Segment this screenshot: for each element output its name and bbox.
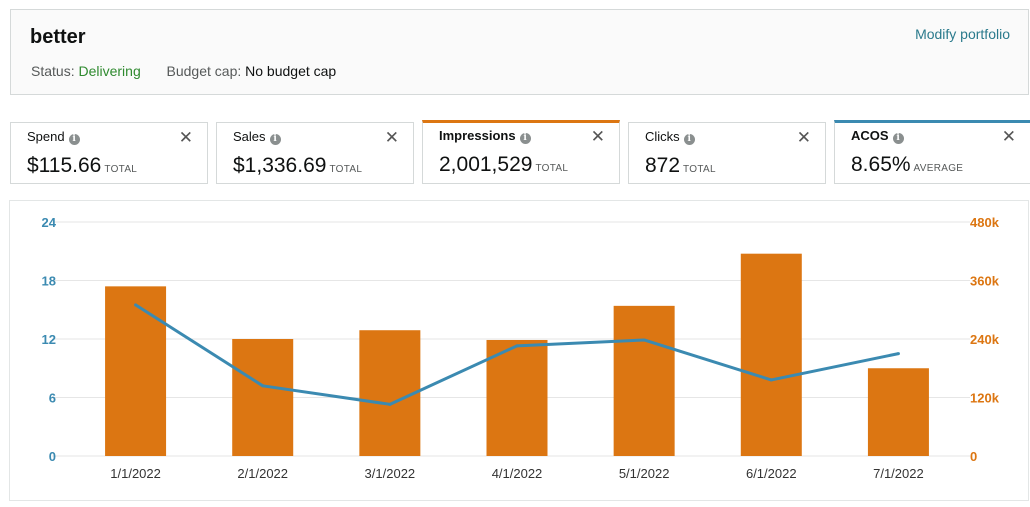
acos-point <box>261 384 265 388</box>
close-icon[interactable]: ✕ <box>796 128 811 147</box>
close-icon[interactable]: ✕ <box>590 127 605 146</box>
acos-point <box>896 352 900 356</box>
left-tick-label: 6 <box>49 391 56 406</box>
close-icon[interactable]: ✕ <box>1001 127 1016 146</box>
x-tick-label: 7/1/2022 <box>873 466 924 481</box>
impressions-bar <box>105 286 167 456</box>
metric-label-spend: Spend i <box>27 129 80 145</box>
x-tick-label: 4/1/2022 <box>492 466 543 481</box>
close-icon[interactable]: ✕ <box>178 128 193 147</box>
metric-card-sales[interactable]: Sales i ✕ $1,336.69 TOTAL <box>216 122 414 184</box>
portfolio-header: better Status: Delivering Budget cap: No… <box>10 9 1029 95</box>
portfolio-title: better <box>30 26 86 48</box>
info-icon[interactable]: i <box>892 133 904 144</box>
collapse-arrow-icon[interactable]: ‹ <box>0 120 8 138</box>
left-tick-label: 24 <box>42 215 57 230</box>
right-tick-label: 360k <box>970 274 1000 289</box>
right-tick-label: 0 <box>970 449 977 464</box>
impressions-bar <box>740 253 802 456</box>
acos-point <box>515 344 519 348</box>
budget-cap-label: Budget cap: <box>166 63 242 79</box>
status-value: Delivering <box>78 63 141 79</box>
right-tick-label: 480k <box>970 215 1000 230</box>
acos-point <box>134 303 138 307</box>
status-label: Status: <box>31 63 75 79</box>
x-tick-label: 5/1/2022 <box>619 466 670 481</box>
metric-label-sales: Sales i <box>233 129 281 145</box>
budget-cap-value: No budget cap <box>245 63 337 79</box>
x-tick-label: 6/1/2022 <box>746 466 797 481</box>
metric-value-clicks: 872 TOTAL <box>645 154 716 177</box>
close-icon[interactable]: ✕ <box>384 128 399 147</box>
metric-card-spend[interactable]: Spend i ✕ $115.66 TOTAL <box>10 122 208 184</box>
acos-point <box>388 402 392 406</box>
metric-card-acos[interactable]: ACOS i ✕ 8.65% AVERAGE <box>834 120 1030 184</box>
right-tick-label: 240k <box>970 332 1000 347</box>
metric-value-spend: $115.66 TOTAL <box>27 154 138 177</box>
right-tick-label: 120k <box>970 391 1000 406</box>
x-tick-label: 1/1/2022 <box>110 466 161 481</box>
chart-panel: 0 6 12 18 24 0 120k 240k 360k 480k 1/1/2022 2/1/202… <box>9 200 1029 501</box>
impressions-bar <box>867 368 929 456</box>
metric-card-impressions[interactable]: Impressions i ✕ 2,001,529 TOTAL <box>422 120 620 184</box>
impressions-bar <box>486 339 548 456</box>
metric-label-clicks: Clicks i <box>645 129 695 145</box>
info-icon[interactable]: i <box>519 133 531 144</box>
acos-point <box>642 338 646 342</box>
left-tick-label: 12 <box>42 332 56 347</box>
metric-value-impressions: 2,001,529 TOTAL <box>439 153 569 176</box>
acos-point <box>769 378 773 382</box>
metric-value-sales: $1,336.69 TOTAL <box>233 154 363 177</box>
info-icon[interactable]: i <box>683 134 695 145</box>
impressions-bar <box>613 305 675 456</box>
x-tick-label: 2/1/2022 <box>237 466 288 481</box>
status-row: Status: Delivering Budget cap: No budget… <box>31 63 336 79</box>
info-icon[interactable]: i <box>269 134 281 145</box>
x-tick-label: 3/1/2022 <box>365 466 416 481</box>
impressions-bar <box>359 330 421 456</box>
left-tick-label: 18 <box>42 274 56 289</box>
metric-label-acos: ACOS i <box>851 128 904 144</box>
info-icon[interactable]: i <box>68 134 80 145</box>
metric-label-impressions: Impressions i <box>439 128 531 144</box>
modify-portfolio-link[interactable]: Modify portfolio <box>915 26 1010 42</box>
performance-chart: 0 6 12 18 24 0 120k 240k 360k 480k 1/1/2022 2/1/202… <box>42 215 1000 481</box>
metric-value-acos: 8.65% AVERAGE <box>851 153 964 176</box>
impressions-bar <box>232 339 294 456</box>
metric-card-clicks[interactable]: Clicks i ✕ 872 TOTAL <box>628 122 826 184</box>
left-tick-label: 0 <box>49 449 56 464</box>
